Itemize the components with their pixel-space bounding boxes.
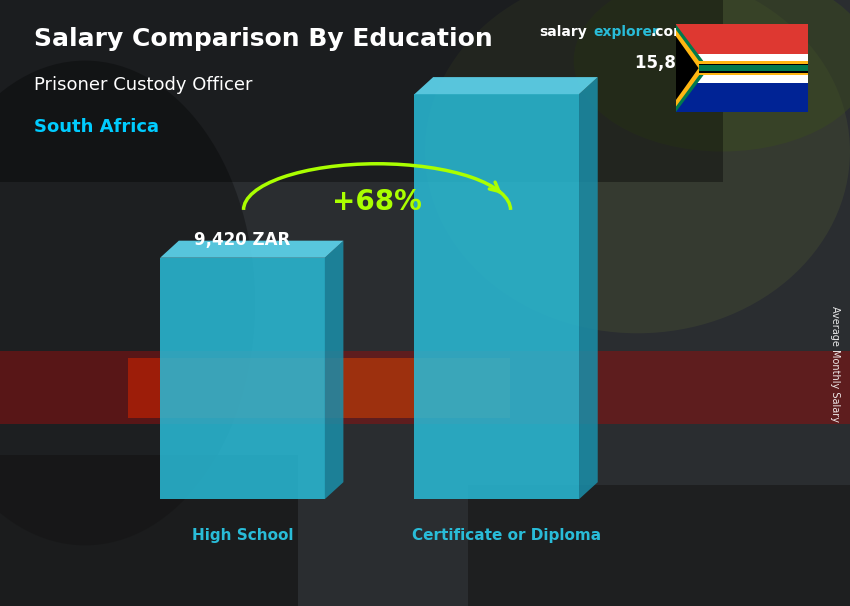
Bar: [468, 485, 850, 606]
Text: explorer: explorer: [593, 25, 659, 39]
Bar: [699, 61, 807, 75]
Polygon shape: [325, 241, 343, 499]
Polygon shape: [160, 241, 343, 258]
Text: Prisoner Custody Officer: Prisoner Custody Officer: [34, 76, 252, 94]
Bar: [676, 24, 807, 54]
Text: salary: salary: [540, 25, 587, 39]
Ellipse shape: [0, 61, 255, 545]
Bar: [699, 64, 807, 73]
Polygon shape: [415, 94, 579, 499]
Ellipse shape: [574, 0, 850, 152]
Text: Average Monthly Salary: Average Monthly Salary: [830, 305, 840, 422]
Polygon shape: [579, 77, 598, 499]
Text: +68%: +68%: [332, 188, 422, 216]
Polygon shape: [415, 77, 598, 94]
Bar: [676, 54, 807, 82]
Polygon shape: [676, 36, 699, 100]
Text: 15,800 ZAR: 15,800 ZAR: [635, 54, 743, 72]
Text: South Africa: South Africa: [34, 118, 159, 136]
Bar: [340, 358, 510, 418]
Bar: [0, 351, 850, 424]
Text: Certificate or Diploma: Certificate or Diploma: [411, 528, 601, 543]
Polygon shape: [676, 24, 709, 112]
Polygon shape: [160, 258, 325, 499]
Bar: [128, 358, 340, 418]
Text: .com: .com: [651, 25, 688, 39]
Bar: [0, 454, 298, 606]
Text: High School: High School: [191, 528, 293, 543]
Bar: [699, 65, 807, 72]
Ellipse shape: [425, 0, 850, 333]
Text: Salary Comparison By Education: Salary Comparison By Education: [34, 27, 493, 52]
Bar: [676, 82, 807, 112]
Polygon shape: [676, 30, 705, 107]
Text: 9,420 ZAR: 9,420 ZAR: [195, 231, 291, 249]
Bar: [0, 0, 722, 182]
